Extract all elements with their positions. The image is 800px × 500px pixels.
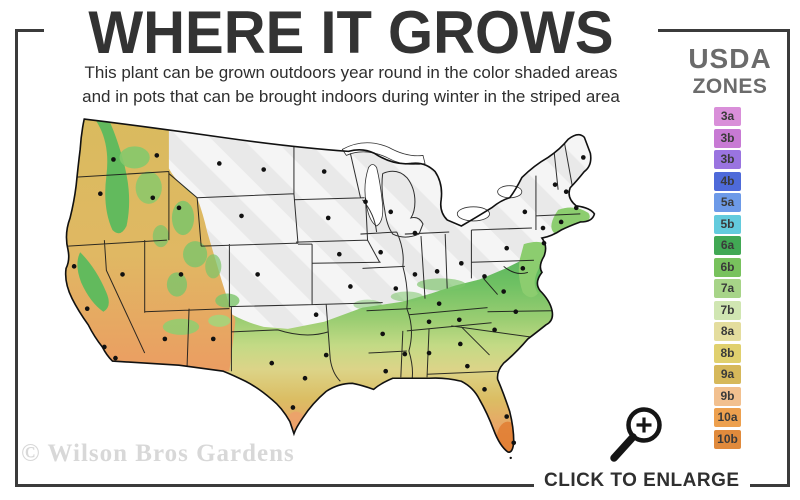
state-borders	[68, 141, 581, 386]
subtitle-line-1: This plant can be grown outdoors year ro…	[84, 63, 618, 82]
zone-label: 10b	[717, 431, 738, 446]
us-map-graphic	[64, 118, 596, 460]
zone-label: 3b	[720, 152, 735, 166]
zone-swatch-3a: 3a	[714, 107, 741, 126]
zone-swatch-10a: 10a	[714, 408, 741, 427]
zone-label: 9a	[720, 367, 735, 381]
zone-label: 9b	[720, 388, 735, 403]
zone-swatch-7a: 7a	[714, 279, 741, 298]
zone-label: 3a	[720, 109, 735, 123]
legend-title-usda: USDA	[688, 43, 772, 74]
click-to-enlarge-button[interactable]: CLICK TO ENLARGE	[534, 468, 750, 494]
zone-swatch-9a: 9a	[714, 365, 741, 384]
zone-swatch-8b: 8b	[714, 343, 741, 363]
legend-title-zones: ZONES	[692, 75, 768, 98]
zone-swatch-7b: 7b	[714, 300, 741, 320]
zone-label: 5b	[720, 216, 735, 231]
page-title: WHERE IT GROWS	[44, 0, 658, 67]
zoom-in-icon[interactable]	[600, 402, 674, 466]
zone-label: 6b	[720, 259, 735, 274]
zone-swatch-5a: 5a	[714, 193, 741, 212]
zone-legend: 3a 3b 3b 4b 5a 5b 6a 6b 7a 7b 8a 8b 9a 9…	[714, 107, 742, 451]
usda-zone-map[interactable]	[60, 113, 665, 461]
zone-swatch-6a: 6a	[714, 236, 741, 255]
watermark: © Wilson Bros Gardens	[21, 440, 295, 467]
legend-title: USDA ZONES	[678, 43, 782, 98]
zone-label: 7b	[720, 302, 735, 317]
zone-swatch-10b: 10b	[714, 429, 741, 449]
zone-swatch-9b: 9b	[714, 386, 741, 406]
zone-swatch-8a: 8a	[714, 322, 741, 341]
zone-swatch-3b: 3b	[714, 128, 741, 148]
zone-label: 8b	[720, 345, 735, 360]
zone-swatch-6b: 6b	[714, 257, 741, 277]
city-dots	[71, 153, 586, 460]
subtitle: This plant can be grown outdoors year ro…	[44, 61, 658, 109]
zone-shading	[65, 119, 595, 453]
zone-label: 6a	[720, 238, 735, 252]
zone-label: 3b	[720, 130, 735, 145]
zone-swatch-4b: 4b	[714, 171, 741, 191]
zone-label: 5a	[720, 195, 735, 209]
zone-label: 7a	[720, 281, 735, 295]
zone-label: 10a	[717, 410, 738, 424]
zone-label: 4b	[720, 173, 735, 188]
zone-swatch-3b-2: 3b	[714, 150, 741, 169]
zone-swatch-5b: 5b	[714, 214, 741, 234]
subtitle-line-2: and in pots that can be brought indoors …	[82, 87, 620, 107]
zone-label: 8a	[720, 324, 735, 338]
